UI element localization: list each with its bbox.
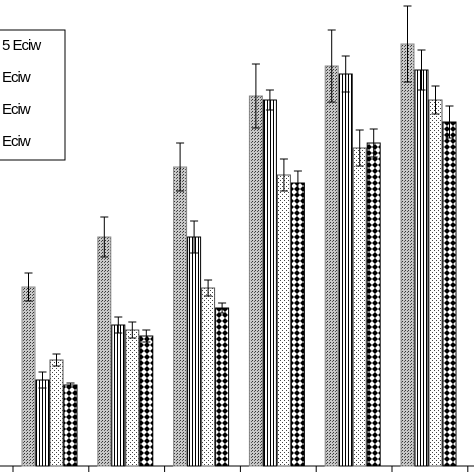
- bar: [290, 182, 305, 467]
- error-bar: [369, 128, 378, 158]
- error-bar: [403, 5, 412, 83]
- error-bar: [355, 129, 364, 167]
- bar: [49, 359, 64, 467]
- error-bar: [327, 29, 336, 103]
- error-bar: [445, 105, 454, 139]
- bar: [215, 307, 230, 467]
- error-bar: [114, 316, 123, 334]
- legend-label: Eciw: [2, 69, 31, 86]
- error-bar: [341, 55, 350, 93]
- bar: [338, 73, 353, 467]
- error-bar: [176, 142, 185, 192]
- error-bar: [24, 272, 33, 302]
- legend-label: Eciw: [2, 101, 31, 118]
- error-bar: [265, 89, 274, 111]
- bar: [366, 142, 381, 467]
- error-bar: [52, 353, 61, 367]
- error-bar: [293, 170, 302, 196]
- error-bar: [279, 158, 288, 192]
- bar: [21, 286, 36, 467]
- bar: [428, 99, 443, 467]
- legend-box: [0, 29, 66, 161]
- bar: [248, 95, 263, 467]
- bar: [97, 236, 112, 467]
- error-bar: [66, 382, 75, 388]
- error-bar: [204, 279, 213, 297]
- bar: [125, 329, 140, 467]
- bar: [262, 99, 277, 467]
- error-bar: [38, 371, 47, 389]
- error-bar: [190, 220, 199, 254]
- bar: [139, 335, 154, 467]
- error-bar: [100, 216, 109, 258]
- bar: [414, 69, 429, 467]
- legend-label: 5 Eciw: [2, 37, 41, 54]
- bar: [111, 324, 126, 467]
- error-bar: [142, 329, 151, 343]
- bar: [201, 287, 216, 467]
- error-bar: [128, 321, 137, 339]
- bar: [352, 147, 367, 467]
- bar: [187, 236, 202, 467]
- bar: [400, 43, 415, 467]
- bar: [63, 384, 78, 467]
- bar: [276, 174, 291, 467]
- bar: [442, 121, 457, 467]
- legend-label: Eciw: [2, 133, 31, 150]
- error-bar: [417, 49, 426, 91]
- bar: [35, 379, 50, 467]
- bar: [324, 65, 339, 467]
- error-bar: [251, 63, 260, 129]
- bar: [173, 166, 188, 467]
- error-bar: [218, 302, 227, 314]
- error-bar: [431, 85, 440, 115]
